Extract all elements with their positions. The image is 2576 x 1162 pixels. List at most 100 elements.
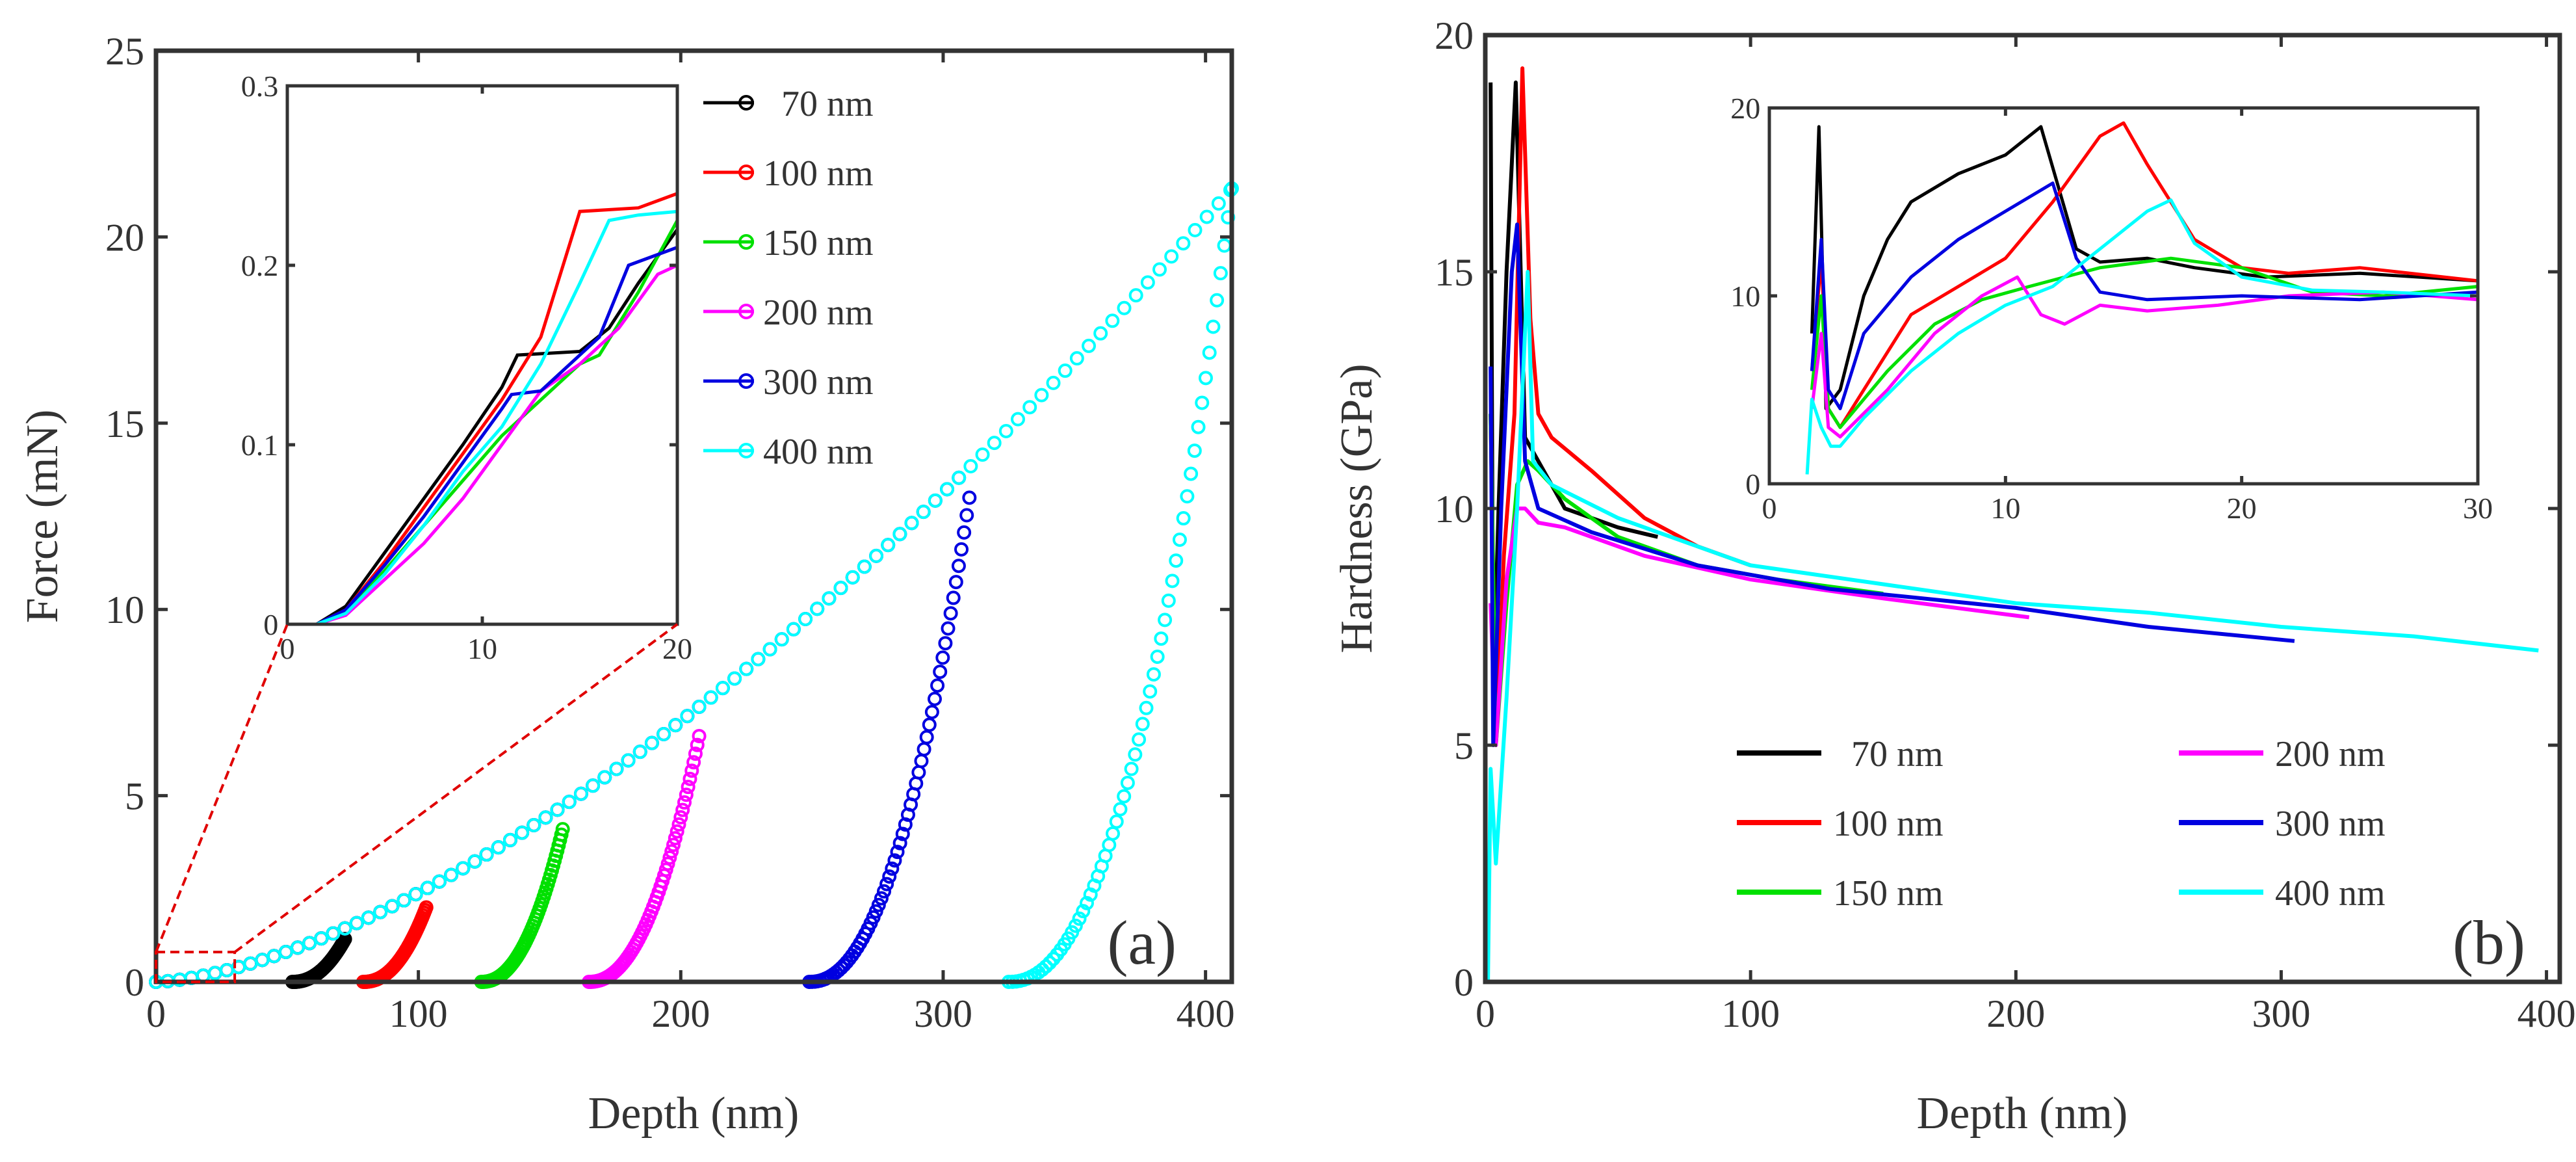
panel-b-y-axis-label: Hardness (GPa) [1332,363,1382,653]
inset-series-300-nm [1810,181,2478,410]
loading-point [467,854,482,869]
unloading-point [668,831,683,846]
loading-point [538,810,553,825]
x-tick-label: 400 [1177,992,1235,1035]
y-tick-label: 20 [1435,14,1474,57]
unloading-point [1210,293,1225,308]
unloading-point [688,746,703,761]
loading-point [1093,326,1108,341]
y-tick-label: 15 [1435,251,1474,294]
loading-point [1199,209,1214,224]
loading-point [632,745,647,759]
panel-a-inset: 0 10 20 0 0.1 0.2 0.3 [155,70,692,984]
loading-point [597,770,612,785]
unloading-point [1195,395,1210,410]
unloading-point [1176,511,1191,526]
loading-point [786,622,801,637]
loading-point [302,936,317,951]
loading-point [397,893,411,908]
legend-marker [738,443,754,458]
unloading-point [892,836,907,851]
panel-b-label: (b) [2452,908,2525,977]
loading-point [562,795,577,810]
loading-point [491,840,506,855]
loading-point [845,570,860,585]
loading-point [762,642,777,657]
unloading-point [1139,700,1154,715]
loading-point [1022,400,1037,415]
unloading-point [1076,904,1091,919]
unloading-point [670,824,684,839]
unloading-point [1106,826,1121,841]
loading-point [881,538,896,553]
legend-entry-400-nm: 400 nm [703,432,874,472]
panel-b-legend: 70 nm 100 nm 150 nm 200 nm 300 nm 400 nm [1737,734,2386,914]
unloading-point [677,795,692,810]
y-tick-label: 0 [263,608,278,641]
unloading-point [1046,951,1061,966]
unloading-point [1198,371,1213,386]
unloading-point [919,730,934,745]
legend-entry-200-nm: 200 nm [2179,734,2386,774]
unloading-point [1154,631,1169,646]
x-tick-label: 10 [467,632,497,665]
loading-point [207,966,222,981]
y-tick-label: 5 [125,775,144,818]
unloading-point [1079,895,1094,910]
x-tick-label: 0 [1476,992,1495,1035]
x-tick-label: 400 [2517,992,2576,1035]
x-tick-label: 0 [280,632,295,665]
unloading-point [951,559,966,574]
panel-a-label: (a) [1107,908,1177,977]
unloading-point [671,817,686,832]
unloading-point [962,490,977,505]
loading-point [326,926,341,941]
x-tick-label: 20 [662,632,692,665]
loading-point [1128,288,1143,303]
unloading-point [1113,802,1128,817]
y-tick-label: 0.1 [241,429,279,462]
x-tick-label: 100 [389,992,448,1035]
loading-point [255,953,270,968]
loading-point [267,949,281,964]
series-100-nm [1489,66,1752,747]
legend-marker [738,165,754,180]
unloading-point [1124,761,1139,776]
unloading-point [683,771,697,786]
panel-b-marks [1486,66,2539,983]
loading-point [373,905,388,919]
series-150-nm [149,802,570,989]
loading-point [243,956,258,971]
inset-series-70-nm [287,228,679,626]
loading-point [314,931,329,946]
loading-point [1034,388,1049,403]
zoom-connector-right [233,623,679,953]
x-tick-label: 200 [651,992,710,1035]
series-200-nm [149,700,707,989]
loading-point [904,516,919,531]
legend-entry-400-nm: 400 nm [2179,873,2386,914]
unloading-point [1072,911,1087,926]
unloading-point [666,838,681,852]
loading-point [739,661,754,676]
legend-entry-300-nm: 300 nm [703,362,874,403]
unloading-point [1206,319,1221,334]
loading-point [751,652,766,667]
unloading-point [1165,574,1180,588]
inset-series-400-nm [287,209,678,626]
unloading-point [877,884,892,899]
loading-point [515,825,530,840]
y-tick-label: 0 [1454,961,1474,1004]
legend-label: 70 nm [763,84,874,124]
loading-point [680,709,695,724]
x-tick-label: 30 [2463,492,2493,525]
loading-point [798,612,813,627]
unloading-point [1187,443,1202,458]
y-tick-label: 10 [105,588,144,631]
loading-point [420,880,435,895]
unloading-point [948,575,963,590]
unloading-point [1217,238,1232,253]
